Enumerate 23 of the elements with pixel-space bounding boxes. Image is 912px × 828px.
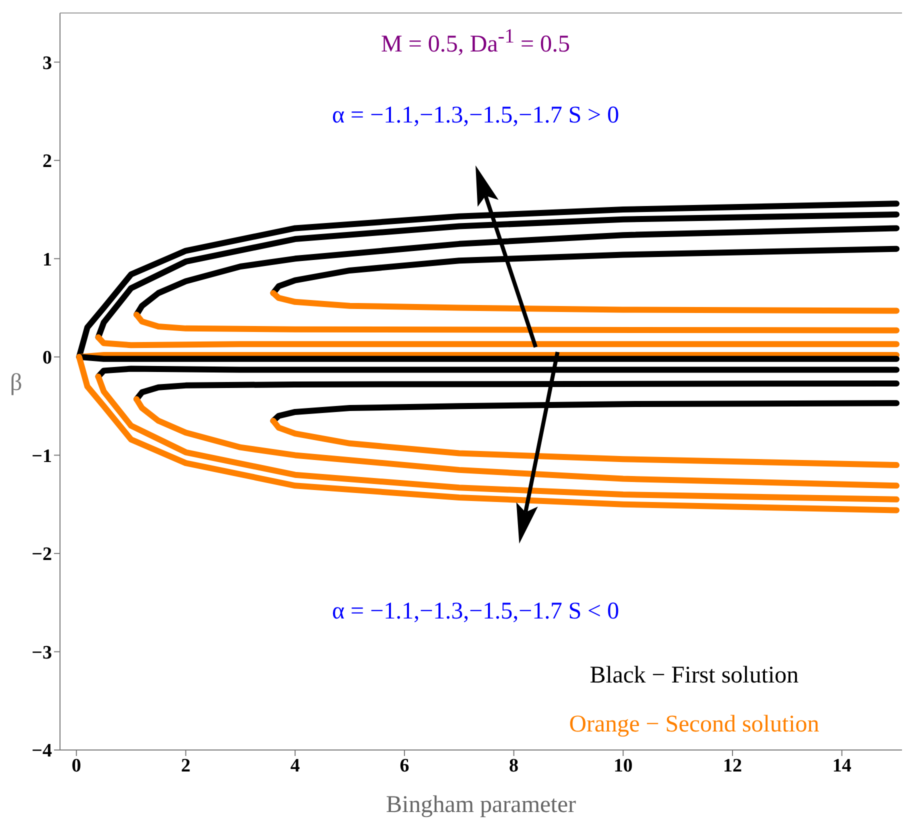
annotation: Black − First solution bbox=[590, 662, 799, 690]
x-axis-title: Bingham parameter bbox=[386, 792, 576, 818]
annotation: M = 0.5, Da$^{-1}$ = 0.5 bbox=[380, 26, 570, 59]
y-tick-label: 3 bbox=[42, 52, 52, 74]
y-tick-label: 2 bbox=[42, 151, 52, 172]
x-tick-label: 12 bbox=[723, 755, 742, 776]
y-tick-label: −1 bbox=[32, 446, 52, 467]
x-tick-label: 10 bbox=[614, 755, 633, 776]
y-tick-label: −4 bbox=[32, 740, 52, 762]
y-tick-label: −2 bbox=[32, 544, 52, 566]
x-tick-label: 2 bbox=[181, 755, 191, 776]
x-tick-label: 6 bbox=[400, 755, 410, 776]
y-axis-title: β bbox=[10, 370, 22, 396]
y-tick-label: 1 bbox=[42, 249, 52, 270]
y-tick-label: 0 bbox=[42, 348, 52, 369]
x-tick-label: 4 bbox=[290, 755, 300, 776]
annotation: Orange − Second solution bbox=[569, 712, 820, 739]
x-tick-label: 0 bbox=[72, 755, 82, 776]
y-tick-label: −3 bbox=[32, 642, 52, 664]
annotation: α = −1.1,−1.3,−1.5,−1.7 S > 0 bbox=[332, 102, 620, 130]
x-tick-label: 8 bbox=[509, 755, 519, 776]
annotation: α = −1.1,−1.3,−1.5,−1.7 S < 0 bbox=[332, 598, 620, 626]
x-tick-label: 14 bbox=[832, 755, 852, 776]
